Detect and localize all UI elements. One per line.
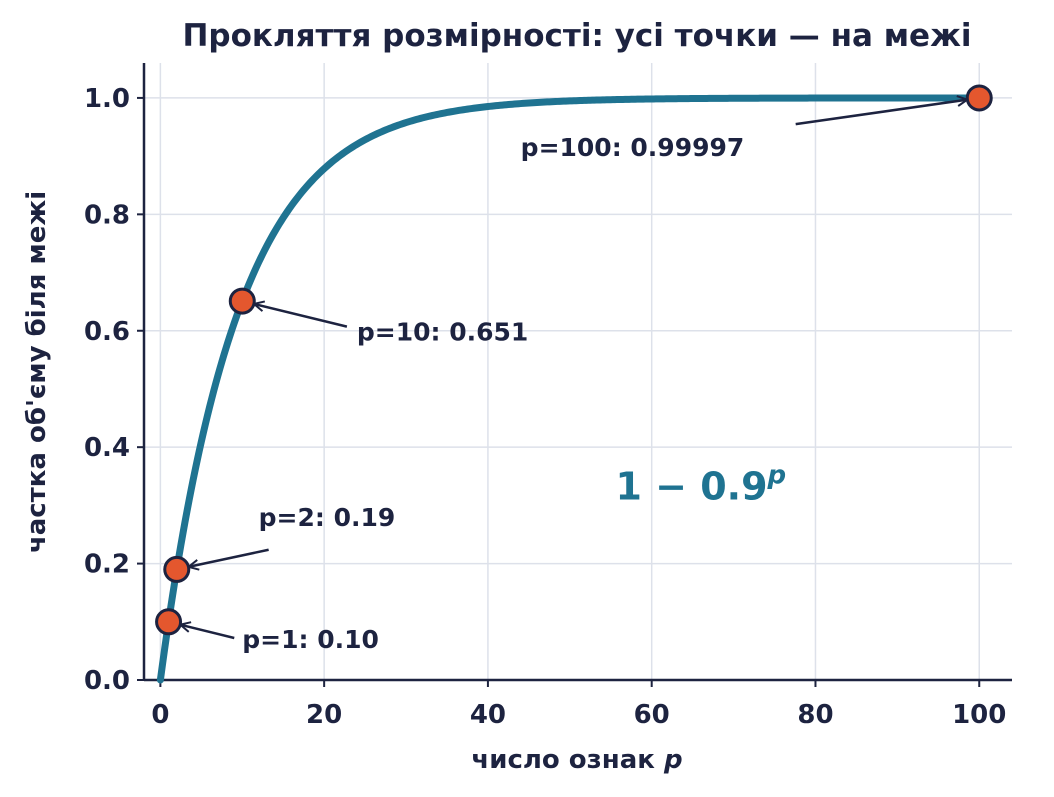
- x-tick-label-3: 60: [634, 700, 670, 730]
- formula-exponent: p: [767, 461, 787, 491]
- annotation-label-0: p=1: 0.10: [242, 625, 379, 654]
- x-tick-label-2: 40: [470, 700, 506, 730]
- annotation-arrow-1: [188, 548, 269, 567]
- annotation-label-2: p=10: 0.651: [357, 318, 528, 347]
- annotation-label-1: p=2: 0.19: [259, 503, 396, 532]
- x-tick-label-5: 100: [952, 700, 1006, 730]
- y-axis-label: частка об'єму біля межі: [22, 191, 52, 553]
- axes: [142, 63, 1012, 682]
- annotation-arrow-2: [254, 304, 348, 328]
- x-axis-label-text: число ознак: [471, 745, 655, 775]
- formula-base: 1 − 0.9: [615, 465, 767, 509]
- y-ticks: 0.0 0.2 0.4 0.6 0.8 1.0: [84, 84, 144, 696]
- x-tick-label-4: 80: [797, 700, 833, 730]
- data-point-3: [965, 84, 993, 112]
- x-tick-label-0: 0: [151, 700, 169, 730]
- y-tick-label-5: 1.0: [84, 84, 130, 114]
- chart-title: Прокляття розмірності: усі точки — на ме…: [182, 18, 971, 54]
- annotation-label-3: p=100: 0.99997: [521, 133, 745, 162]
- formula-label: 1 − 0.9p: [615, 461, 786, 509]
- y-tick-label-3: 0.6: [84, 317, 130, 347]
- x-axis-label-var: p: [663, 745, 683, 775]
- series-curve: [156, 94, 983, 684]
- y-tick-label-1: 0.2: [84, 550, 130, 580]
- data-points: [155, 84, 993, 636]
- annotations: p=1: 0.10 p=2: 0.19 p=10: 0.651 p=100: 0.99…: [180, 100, 967, 654]
- data-point-1: [163, 555, 191, 583]
- annotation-arrow-3: [795, 100, 968, 126]
- annotation-arrow-0: [180, 625, 235, 640]
- y-tick-label-2: 0.4: [84, 433, 130, 463]
- data-point-0: [155, 608, 183, 636]
- y-tick-label-4: 0.8: [84, 200, 130, 230]
- x-tick-label-1: 20: [306, 700, 342, 730]
- data-point-2: [228, 287, 256, 315]
- x-axis-label: число ознак p: [471, 745, 682, 775]
- y-tick-label-0: 0.0: [84, 666, 130, 696]
- x-ticks: 0 20 40 60 80 100: [151, 680, 1006, 730]
